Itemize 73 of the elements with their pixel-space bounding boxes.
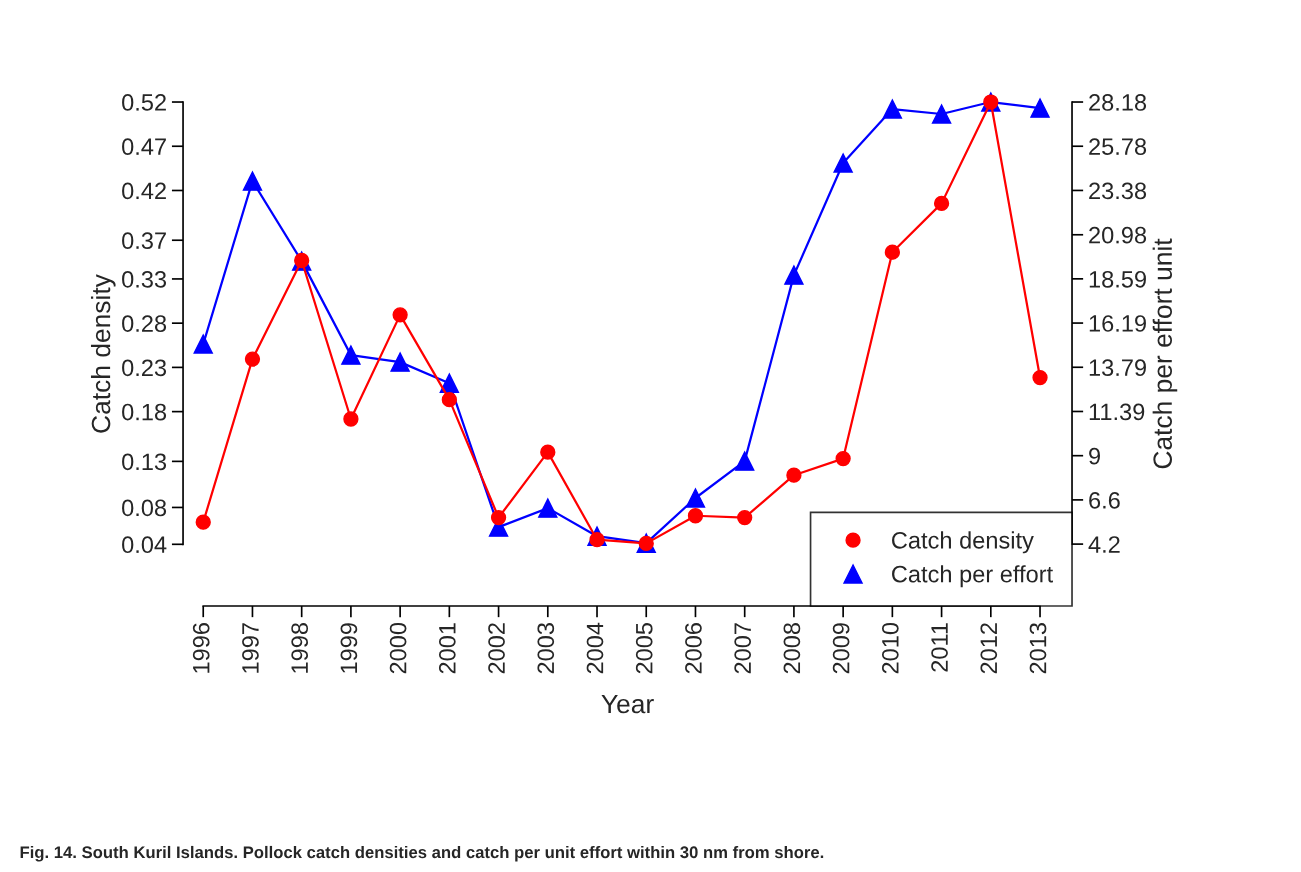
x-tick-label: 2001 xyxy=(438,623,456,674)
x-tick-label: 1996 xyxy=(192,623,210,673)
x-axis-title: Year xyxy=(601,694,654,714)
y2-tick-label: 18.59 xyxy=(1089,270,1146,288)
x-tick-label: 2000 xyxy=(389,622,407,674)
legend-label: Catch density xyxy=(892,531,1034,554)
point xyxy=(933,195,950,212)
y2-tick-label: 20.98 xyxy=(1089,226,1147,244)
point xyxy=(685,488,706,508)
point xyxy=(341,345,361,365)
y2-axis-title: Catch per effort unit xyxy=(1152,238,1178,469)
x-tick-label: 2007 xyxy=(734,623,752,674)
point xyxy=(390,352,410,372)
x-tick-label: 2002 xyxy=(488,623,505,674)
y-tick-label: 0.42 xyxy=(122,182,166,200)
y-tick-label: 0.08 xyxy=(122,499,167,517)
y-tick-label: 0.52 xyxy=(122,94,166,111)
y2-tick-label: 11.39 xyxy=(1089,403,1145,421)
x-tick-label: 2008 xyxy=(783,623,801,674)
y2-tick-label: 28.18 xyxy=(1089,94,1147,111)
x-tick-label: 2011 xyxy=(931,623,948,672)
x-tick-label: 2006 xyxy=(685,623,702,674)
x-tick-label: 2010 xyxy=(881,622,899,674)
y-tick-label: 0.33 xyxy=(122,271,167,288)
x-tick-label: 2009 xyxy=(832,623,850,674)
y-tick-label: 0.28 xyxy=(122,315,167,332)
x-tick-label: 2003 xyxy=(537,623,555,674)
point xyxy=(244,351,261,367)
point xyxy=(882,99,903,119)
y-tick-label: 0.04 xyxy=(122,536,167,554)
point xyxy=(833,153,853,173)
point xyxy=(1030,98,1050,118)
y-tick-label: 0.23 xyxy=(122,359,167,377)
y2-tick-label: 13.79 xyxy=(1089,359,1146,377)
y2-tick-label: 9 xyxy=(1089,447,1101,465)
point xyxy=(538,498,558,518)
x-tick-label: 1998 xyxy=(291,623,309,673)
point xyxy=(931,104,952,124)
point xyxy=(835,450,851,467)
y2-tick-label: 6.6 xyxy=(1089,491,1120,509)
point xyxy=(687,508,704,524)
point xyxy=(784,265,804,285)
y2-tick-label: 16.19 xyxy=(1089,315,1146,332)
point xyxy=(392,307,408,323)
x-tick-label: 2004 xyxy=(586,622,604,674)
x-tick-label: 2013 xyxy=(1029,623,1047,674)
y2-tick-label: 25.78 xyxy=(1089,138,1147,156)
point xyxy=(786,467,802,483)
y-axis-title: Catch density xyxy=(90,274,116,433)
y2-tick-label: 4.2 xyxy=(1088,536,1120,553)
point xyxy=(439,373,460,393)
x-tick-label: 1997 xyxy=(242,623,259,673)
y-tick-label: 0.18 xyxy=(122,403,167,421)
point xyxy=(734,451,755,471)
point xyxy=(884,244,900,260)
y-tick-label: 0.37 xyxy=(122,232,166,250)
point xyxy=(540,444,556,460)
point xyxy=(343,411,359,427)
caption: Fig. 14. South Kuril Islands. Pollock catch densities and catch per unit effort within 30 nm from shore. xyxy=(20,845,824,862)
point xyxy=(242,171,263,191)
point xyxy=(1032,369,1048,386)
point xyxy=(490,509,507,526)
y-tick-label: 0.47 xyxy=(122,138,166,156)
point xyxy=(737,509,753,526)
x-tick-label: 2012 xyxy=(980,623,998,674)
point xyxy=(441,392,457,408)
y-tick-label: 0.13 xyxy=(122,453,167,471)
point xyxy=(193,334,213,354)
x-tick-label: 2005 xyxy=(635,623,653,674)
point xyxy=(195,514,211,530)
legend-label: Catch per effort xyxy=(892,565,1053,588)
x-tick-label: 1999 xyxy=(340,623,358,673)
y2-tick-label: 23.38 xyxy=(1089,182,1147,200)
